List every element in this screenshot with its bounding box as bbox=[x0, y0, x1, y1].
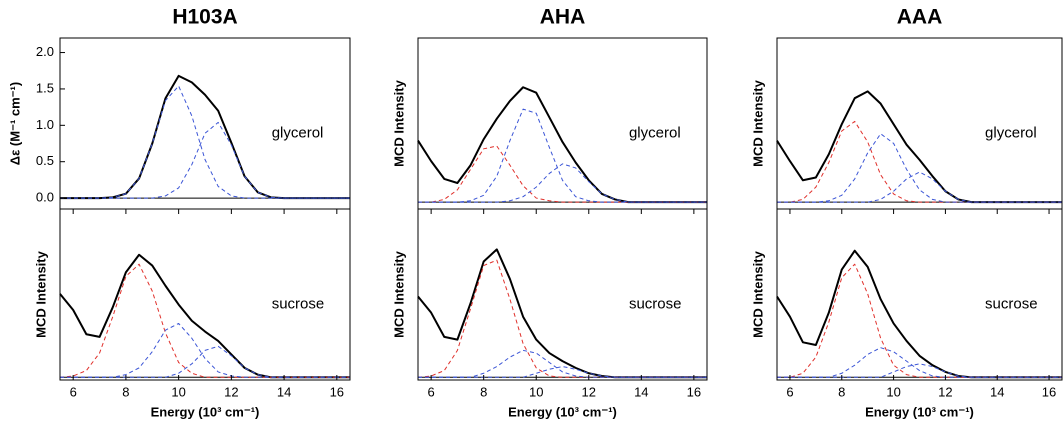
component-curve bbox=[418, 349, 707, 378]
y-axis-label: Δε (M⁻¹ cm⁻¹) bbox=[7, 82, 22, 165]
x-axis-label: Energy (10³ cm⁻¹) bbox=[151, 404, 260, 419]
component-curve bbox=[777, 120, 1062, 203]
x-tick-label: 8 bbox=[838, 384, 845, 399]
panel-title: AHA bbox=[540, 6, 586, 29]
plot-frame bbox=[59, 208, 351, 381]
component-curve bbox=[777, 171, 1062, 203]
y-axis-label: MCD Intensity bbox=[391, 250, 406, 337]
component-curve bbox=[418, 108, 707, 203]
x-axis-label: Energy (10³ cm⁻¹) bbox=[865, 404, 974, 419]
x-tick-label: 12 bbox=[582, 384, 596, 399]
x-tick-label: 10 bbox=[171, 384, 185, 399]
component-curve bbox=[777, 363, 1062, 378]
y-tick-label: 0.0 bbox=[36, 190, 54, 205]
x-tick-label: 8 bbox=[480, 384, 487, 399]
panel-annotation: glycerol bbox=[629, 125, 681, 142]
component-curve bbox=[60, 85, 350, 199]
y-tick-label: 1.0 bbox=[36, 117, 54, 132]
x-tick-label: 6 bbox=[70, 384, 77, 399]
y-axis-label: MCD Intensity bbox=[750, 250, 765, 337]
x-tick-label: 6 bbox=[428, 384, 435, 399]
y-tick-label: 1.5 bbox=[36, 80, 54, 95]
panel-title: AAA bbox=[897, 6, 943, 29]
component-curve bbox=[418, 145, 707, 203]
plot-frame bbox=[417, 208, 708, 381]
plot-frame bbox=[59, 37, 351, 210]
x-tick-label: 8 bbox=[122, 384, 129, 399]
component-curve bbox=[418, 163, 707, 203]
spectrum-curve bbox=[417, 86, 707, 204]
panel-annotation: sucrose bbox=[629, 296, 682, 313]
spectrum-curve bbox=[59, 253, 350, 379]
y-axis-label: MCD Intensity bbox=[33, 250, 48, 337]
spectrum-curve bbox=[776, 249, 1062, 379]
panel-title: H103A bbox=[172, 6, 237, 29]
x-tick-label: 14 bbox=[990, 384, 1004, 399]
component-curve bbox=[777, 347, 1062, 378]
panel-annotation: sucrose bbox=[985, 296, 1038, 313]
plot-frame bbox=[776, 208, 1063, 381]
x-tick-label: 16 bbox=[330, 384, 344, 399]
component-curve bbox=[60, 345, 350, 378]
plot-frame bbox=[776, 37, 1063, 210]
x-tick-label: 16 bbox=[1042, 384, 1056, 399]
y-tick-label: 2.0 bbox=[36, 44, 54, 59]
y-tick-label: 0.5 bbox=[36, 153, 54, 168]
x-axis-label: Energy (10³ cm⁻¹) bbox=[508, 404, 617, 419]
y-axis-label: MCD Intensity bbox=[391, 79, 406, 166]
panel-annotation: sucrose bbox=[272, 296, 325, 313]
component-curve bbox=[777, 263, 1062, 378]
panel-annotation: glycerol bbox=[985, 125, 1037, 142]
component-curve bbox=[417, 259, 707, 378]
x-tick-label: 14 bbox=[277, 384, 291, 399]
component-curve bbox=[777, 133, 1062, 203]
spectrum-curve bbox=[776, 90, 1062, 204]
panel-annotation: glycerol bbox=[272, 125, 324, 142]
x-tick-label: 10 bbox=[529, 384, 543, 399]
x-tick-label: 16 bbox=[687, 384, 701, 399]
spectrum-curve bbox=[417, 248, 707, 379]
component-curve bbox=[59, 263, 350, 378]
x-tick-label: 6 bbox=[786, 384, 793, 399]
x-tick-label: 12 bbox=[938, 384, 952, 399]
y-axis-label: MCD Intensity bbox=[750, 79, 765, 166]
component-curve bbox=[60, 121, 350, 199]
x-tick-label: 14 bbox=[634, 384, 648, 399]
x-tick-label: 12 bbox=[224, 384, 238, 399]
x-tick-label: 10 bbox=[886, 384, 900, 399]
